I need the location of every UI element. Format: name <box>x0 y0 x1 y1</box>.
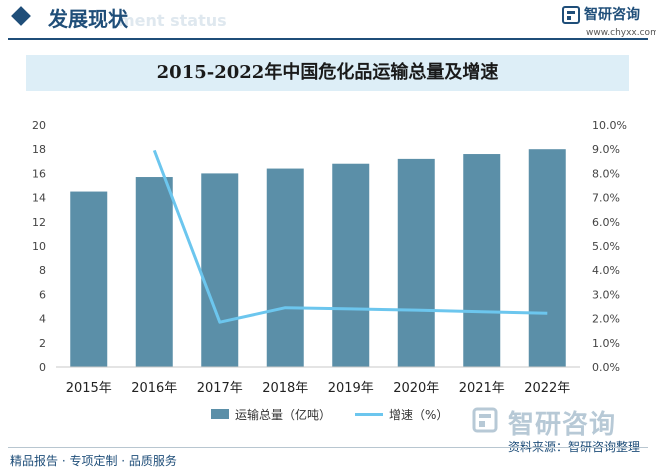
bar-5 <box>332 163 370 367</box>
bar-3 <box>201 173 239 367</box>
x-tick-label: 2020年 <box>393 381 439 396</box>
x-tick-label: 2016年 <box>131 381 177 396</box>
x-tick-label: 2019年 <box>328 381 374 396</box>
chart-area: 0 2 4 6 8 10 12 14 16 18 20 0.0% 1.0% 2.0% 3.0% 4.0% 5.… <box>32 119 627 396</box>
y2-tick-label: 1.0% <box>592 337 620 350</box>
x-tick-label: 2022年 <box>524 381 570 396</box>
y2-tick-label: 8.0% <box>592 167 620 180</box>
x-tick-label: 2015年 <box>66 381 112 396</box>
y2-tick-label: 10.0% <box>592 119 627 132</box>
growth-line <box>152 149 548 324</box>
right-axis-ticks: 0.0% 1.0% 2.0% 3.0% 4.0% 5.0% 6.0% 7.0% 8.0% 9.0%… <box>592 119 627 374</box>
x-tick-label: 2021年 <box>459 381 505 396</box>
bar-4 <box>266 168 304 367</box>
x-tick-label: 2018年 <box>262 381 308 396</box>
bar-1 <box>70 191 108 367</box>
y2-tick-label: 0.0% <box>592 361 620 374</box>
y-tick-label: 0 <box>39 361 46 374</box>
chart-title: 2015-2022年中国危化品运输总量及增速 <box>156 62 499 83</box>
y2-tick-label: 7.0% <box>592 192 620 205</box>
bar-8 <box>528 149 566 367</box>
brand-name: 智研咨询 <box>584 7 640 23</box>
y2-tick-label: 4.0% <box>592 264 620 277</box>
bar-2 <box>135 177 173 367</box>
section-subtitle: ment status <box>118 11 227 30</box>
y-tick-label: 14 <box>32 192 46 205</box>
header-divider <box>8 38 648 40</box>
y-tick-label: 4 <box>39 313 46 326</box>
legend-line-label: 增速（%） <box>389 408 449 422</box>
y2-tick-label: 2.0% <box>592 313 620 326</box>
y-tick-label: 20 <box>32 119 46 132</box>
chart-title-box: 2015-2022年中国危化品运输总量及增速 <box>26 55 629 91</box>
footer-tagline: 精品报告 · 专项定制 · 品质服务 <box>10 454 177 468</box>
y2-tick-label: 3.0% <box>592 288 620 301</box>
y-tick-label: 18 <box>32 143 46 156</box>
y-tick-label: 16 <box>32 167 46 180</box>
diamond-icon <box>11 6 31 26</box>
bar-series <box>70 149 566 367</box>
legend-line-swatch <box>355 413 383 416</box>
y-tick-label: 8 <box>39 264 46 277</box>
y2-tick-label: 6.0% <box>592 216 620 229</box>
y-tick-label: 6 <box>39 288 46 301</box>
brand-logo-icon <box>562 6 580 24</box>
footer-brand: 智研咨询 <box>508 410 617 440</box>
y2-tick-label: 5.0% <box>592 240 620 253</box>
legend: 运输总量（亿吨） 增速（%） <box>0 404 656 424</box>
y2-tick-label: 9.0% <box>592 143 620 156</box>
legend-bar-swatch <box>211 409 229 419</box>
footer-divider <box>8 447 648 448</box>
x-tick-label: 2017年 <box>197 381 243 396</box>
brand-url: www.chyxx.com <box>586 28 656 38</box>
header-bar: ment status 发展现状 智研咨询 www.chyxx.com <box>0 0 656 40</box>
y-tick-label: 10 <box>32 240 46 253</box>
y-tick-label: 2 <box>39 337 46 350</box>
y-tick-label: 12 <box>32 216 46 229</box>
footer-logo-icon <box>472 407 498 433</box>
left-axis-ticks: 0 2 4 6 8 10 12 14 16 18 20 <box>32 119 46 374</box>
bar-6 <box>397 158 435 367</box>
section-title: 发展现状 <box>48 7 128 31</box>
legend-bar-label: 运输总量（亿吨） <box>235 408 332 422</box>
bar-7 <box>463 154 501 367</box>
category-labels: 2015年 2016年 2017年 2018年 2019年 2020年 2021年 2022年 <box>66 381 571 396</box>
